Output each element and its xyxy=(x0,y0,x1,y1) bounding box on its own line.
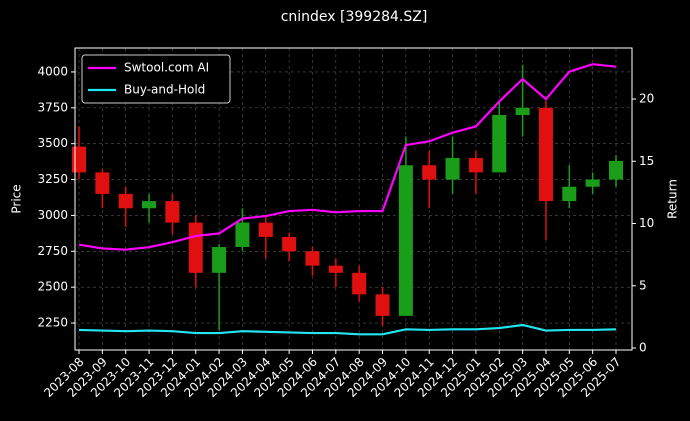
y2-tick-label: 0 xyxy=(639,341,647,355)
candle-body xyxy=(352,272,367,295)
y2-tick-label: 5 xyxy=(639,278,647,292)
y-tick-label: 2750 xyxy=(37,244,68,258)
y-tick-label: 3750 xyxy=(37,100,68,114)
legend-label: Buy-and-Hold xyxy=(124,83,205,97)
candle-body xyxy=(562,186,577,202)
y-tick-label: 2500 xyxy=(37,280,68,294)
candle-body xyxy=(422,165,437,180)
candle-body xyxy=(282,236,297,252)
y-tick-label: 4000 xyxy=(37,64,68,78)
chart-title: cnindex [399284.SZ] xyxy=(281,9,428,25)
legend-box xyxy=(81,54,231,104)
candle-body xyxy=(585,179,600,187)
candle-body xyxy=(118,193,133,209)
plot-frame xyxy=(74,47,633,351)
candle-body xyxy=(375,294,390,316)
candle-body xyxy=(71,146,87,173)
y-tick-label: 2250 xyxy=(37,316,68,330)
candle-body xyxy=(492,114,507,173)
candle-body xyxy=(468,158,483,173)
candle-body xyxy=(165,201,180,223)
candle-body xyxy=(445,158,460,180)
y-tick-label: 3250 xyxy=(37,172,68,186)
y2-axis-label: Return xyxy=(666,179,680,219)
candle-body xyxy=(328,265,343,273)
return-line xyxy=(78,63,617,251)
candle-body xyxy=(608,160,624,180)
y-axis-label: Price xyxy=(10,184,24,213)
y-tick-label: 3000 xyxy=(37,208,68,222)
candle-body xyxy=(398,165,413,316)
return-line xyxy=(78,323,617,336)
candle-body xyxy=(212,246,227,273)
y2-tick-label: 20 xyxy=(639,92,654,106)
candle-body xyxy=(142,201,157,209)
candle-body xyxy=(258,222,273,237)
candle-body xyxy=(188,222,203,273)
candle-body xyxy=(95,172,110,194)
candle-body xyxy=(515,107,530,115)
legend-label: Swtool.com AI xyxy=(124,61,209,75)
candle-body xyxy=(305,251,320,266)
y-tick-label: 3500 xyxy=(37,136,68,150)
candle-body xyxy=(538,107,553,202)
y2-tick-label: 15 xyxy=(639,154,654,168)
candle-body xyxy=(235,222,250,247)
y2-tick-label: 10 xyxy=(639,216,654,230)
